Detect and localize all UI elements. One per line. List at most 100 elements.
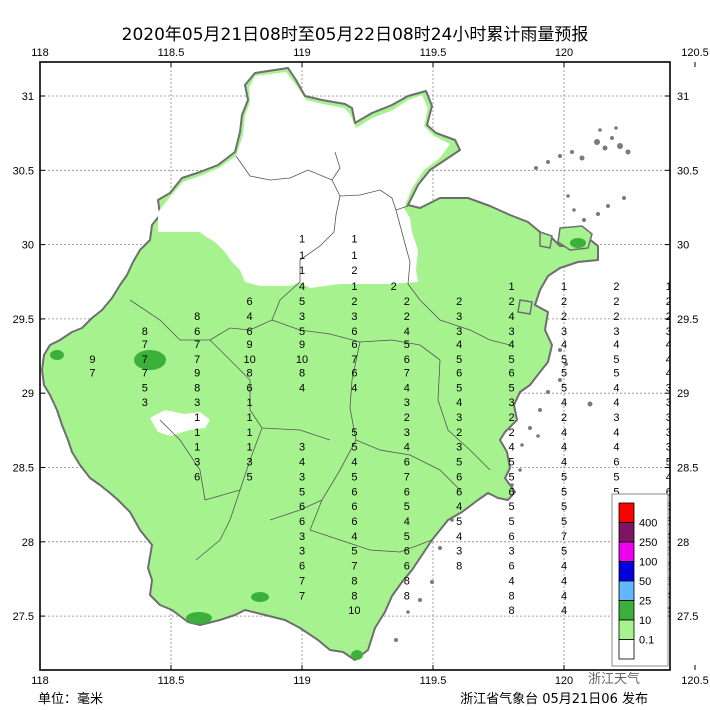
rainfall-value: 5 — [613, 354, 619, 366]
issuer-label: 浙江省气象台 05月21日06 发布 — [460, 692, 648, 707]
rainfall-value: 5 — [299, 296, 305, 308]
rainfall-value: 4 — [456, 501, 462, 513]
rainfall-value: 4 — [613, 397, 619, 409]
rainfall-value: 2 — [666, 296, 672, 308]
rainfall-value: 4 — [351, 382, 357, 394]
rainfall-value: 7 — [89, 367, 95, 379]
longitude-tick-label: 118.5 — [158, 675, 185, 687]
rainfall-value: 3 — [456, 326, 462, 338]
rainfall-value: 5 — [456, 457, 462, 469]
rainfall-value: 6 — [299, 516, 305, 528]
rainfall-value: 1 — [561, 281, 567, 293]
legend-swatch — [618, 600, 635, 621]
rainfall-value: 7 — [142, 354, 148, 366]
rainfall-value: 4 — [561, 457, 567, 469]
rainfall-value: 7 — [404, 471, 410, 483]
longitude-tick-label: 119 — [293, 675, 311, 687]
rainfall-value: 5 — [404, 501, 410, 513]
rainfall-value: 3 — [456, 442, 462, 454]
rainfall-value: 10 — [296, 354, 308, 366]
rainfall-value: 2 — [561, 412, 567, 424]
rainfall-value: 7 — [351, 561, 357, 573]
rainfall-value: 1 — [194, 412, 200, 424]
rainfall-legend: 400 250 100 50 25 10 0.1 — [611, 493, 669, 667]
rainfall-value: 7 — [194, 354, 200, 366]
rainfall-value: 8 — [142, 326, 148, 338]
rainfall-value: 4 — [404, 326, 410, 338]
rainfall-value: 4 — [561, 339, 567, 351]
rain-10-25-patches — [50, 238, 586, 660]
map-frame — [39, 61, 671, 671]
rainfall-value: 2 — [456, 427, 462, 439]
rainfall-value: 5 — [561, 546, 567, 558]
longitude-tick-label: 120.5 — [681, 675, 709, 687]
longitude-tick-label: 119 — [293, 47, 311, 59]
rainfall-value: 8 — [509, 605, 515, 617]
rainfall-value: 3 — [561, 326, 567, 338]
rainfall-value: 5 — [561, 382, 567, 394]
rainfall-value: 4 — [666, 367, 672, 379]
rainfall-value: 1 — [299, 265, 305, 277]
rainfall-value: 5 — [561, 354, 567, 366]
rainfall-value: 3 — [613, 326, 619, 338]
rainfall-value: 5 — [509, 382, 515, 394]
longitude-tick-label: 120.5 — [681, 47, 709, 59]
latitude-tick-label: 29.5 — [677, 314, 698, 326]
rainfall-value: 6 — [351, 367, 357, 379]
offshore-islands — [394, 126, 631, 642]
rainfall-value: 10 — [348, 605, 360, 617]
rainfall-value: 4 — [613, 382, 619, 394]
rainfall-value: 6 — [351, 486, 357, 498]
legend-swatch — [618, 580, 635, 601]
legend-label: 10 — [639, 615, 651, 627]
legend-label: 250 — [639, 537, 657, 549]
rainfall-value: 5 — [509, 471, 515, 483]
rainfall-value: 4 — [509, 311, 515, 323]
rainfall-value: 3 — [666, 382, 672, 394]
rainfall-value: 3 — [194, 457, 200, 469]
rainfall-value: 8 — [247, 367, 253, 379]
rainfall-value: 4 — [456, 339, 462, 351]
rainfall-value: 6 — [456, 471, 462, 483]
longitude-tick-label: 119.5 — [420, 675, 447, 687]
no-rain-areas — [150, 72, 450, 436]
rainfall-value: 8 — [299, 367, 305, 379]
rainfall-value: 3 — [509, 397, 515, 409]
latitude-tick-label: 29.5 — [13, 314, 34, 326]
rainfall-value: 2 — [391, 281, 397, 293]
rainfall-value: 3 — [509, 326, 515, 338]
city-boundaries — [129, 151, 511, 561]
rainfall-value: 4 — [666, 471, 672, 483]
rainfall-value: 2 — [404, 296, 410, 308]
rainfall-value: 3 — [194, 397, 200, 409]
rainfall-value: 9 — [247, 339, 253, 351]
rainfall-value: 3 — [456, 412, 462, 424]
rainfall-value: 4 — [561, 575, 567, 587]
rainfall-value: 4 — [351, 457, 357, 469]
rainfall-value: 8 — [404, 590, 410, 602]
longitude-tick-label: 118.5 — [158, 47, 185, 59]
rainfall-value: 1 — [194, 427, 200, 439]
rainfall-value: 3 — [299, 471, 305, 483]
rainfall-value: 5 — [613, 471, 619, 483]
rainfall-value: 5 — [351, 427, 357, 439]
rainfall-value: 5 — [509, 516, 515, 528]
rainfall-value: 2 — [509, 427, 515, 439]
rainfall-value: 6 — [351, 326, 357, 338]
rainfall-value: 3 — [666, 397, 672, 409]
legend-label: 25 — [639, 596, 651, 608]
rainfall-value: 9 — [194, 367, 200, 379]
rainfall-value: 2 — [666, 311, 672, 323]
latitude-tick-label: 29 — [22, 388, 34, 400]
longitude-tick-label: 119.5 — [420, 47, 447, 59]
rainfall-value: 1 — [509, 281, 515, 293]
rainfall-value: 4 — [561, 605, 567, 617]
legend-swatch — [618, 619, 635, 640]
rainfall-value: 2 — [351, 265, 357, 277]
rainfall-value: 6 — [194, 471, 200, 483]
latitude-tick-label: 28 — [677, 537, 689, 549]
latitude-tick-label: 27.5 — [13, 611, 34, 623]
rainfall-value: 8 — [194, 382, 200, 394]
rainfall-value: 2 — [509, 412, 515, 424]
brand-watermark: 浙江天气 — [588, 672, 641, 687]
